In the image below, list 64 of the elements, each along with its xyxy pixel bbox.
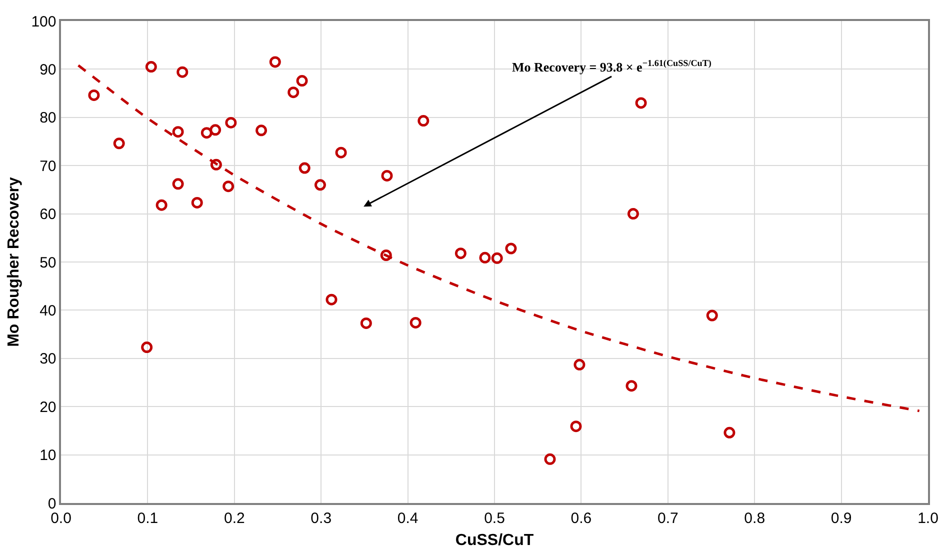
point bbox=[570, 420, 582, 432]
point bbox=[176, 66, 188, 78]
y-tick-label: 90 bbox=[40, 61, 56, 78]
point bbox=[360, 317, 372, 329]
point bbox=[505, 242, 517, 254]
point bbox=[172, 126, 184, 138]
x-tick-label: 0.3 bbox=[310, 510, 332, 527]
point bbox=[172, 178, 184, 190]
point bbox=[314, 179, 326, 191]
y-tick-label: 30 bbox=[40, 350, 56, 368]
point bbox=[88, 89, 100, 101]
point bbox=[269, 56, 281, 68]
y-axis-title: Mo Rougher Recovery bbox=[6, 176, 23, 347]
point bbox=[706, 310, 718, 322]
point bbox=[626, 380, 638, 392]
point bbox=[145, 61, 157, 73]
point bbox=[454, 248, 466, 260]
point bbox=[210, 124, 222, 136]
y-tick-label: 0 bbox=[48, 495, 56, 512]
point bbox=[635, 97, 647, 109]
annotation: Mo Recovery = 93.8 × e$^{−1.61(CuSS/CuT)}$ bbox=[512, 58, 712, 74]
x-axis-title: CuSS/CuT bbox=[455, 532, 534, 549]
y-tick-label: 10 bbox=[40, 447, 56, 464]
y-tick-label: 50 bbox=[40, 254, 56, 272]
point bbox=[210, 158, 222, 170]
x-tick-label: 0.8 bbox=[744, 510, 766, 527]
x-tick-label: 0.7 bbox=[657, 510, 678, 527]
point bbox=[491, 252, 503, 264]
point bbox=[200, 127, 212, 139]
point bbox=[380, 250, 392, 261]
x-tick-label: 0.0 bbox=[50, 510, 72, 527]
y-tick-label: 60 bbox=[40, 206, 56, 224]
point bbox=[410, 316, 422, 328]
point bbox=[418, 115, 430, 127]
point bbox=[113, 138, 125, 150]
point bbox=[627, 208, 639, 220]
x-tick-label: 0.1 bbox=[137, 510, 158, 527]
y-tick-label: 20 bbox=[40, 398, 56, 416]
x-tick-label: 0.2 bbox=[224, 510, 245, 527]
point bbox=[326, 294, 338, 306]
y-tick-label: 80 bbox=[40, 110, 56, 127]
point bbox=[222, 180, 234, 192]
point bbox=[544, 453, 556, 465]
point bbox=[156, 199, 168, 211]
point bbox=[479, 252, 491, 264]
point bbox=[724, 426, 736, 438]
x-tick-label: 0.6 bbox=[570, 510, 592, 527]
x-tick-label: 0.4 bbox=[397, 510, 418, 527]
y-tick-label: 100 bbox=[31, 13, 56, 30]
point bbox=[191, 196, 203, 208]
point bbox=[256, 124, 268, 136]
point bbox=[225, 116, 237, 128]
y-tick-label: 70 bbox=[40, 158, 56, 175]
x-tick-label: 0.5 bbox=[484, 510, 505, 527]
point bbox=[381, 170, 393, 182]
point bbox=[335, 146, 347, 158]
point bbox=[296, 75, 308, 87]
point bbox=[574, 358, 586, 370]
x-tick-label: 0.9 bbox=[830, 510, 852, 527]
point bbox=[298, 162, 310, 174]
y-tick-label: 40 bbox=[40, 302, 56, 320]
point bbox=[141, 342, 153, 354]
point bbox=[288, 86, 300, 98]
x-tick-label: 1.0 bbox=[918, 510, 938, 527]
